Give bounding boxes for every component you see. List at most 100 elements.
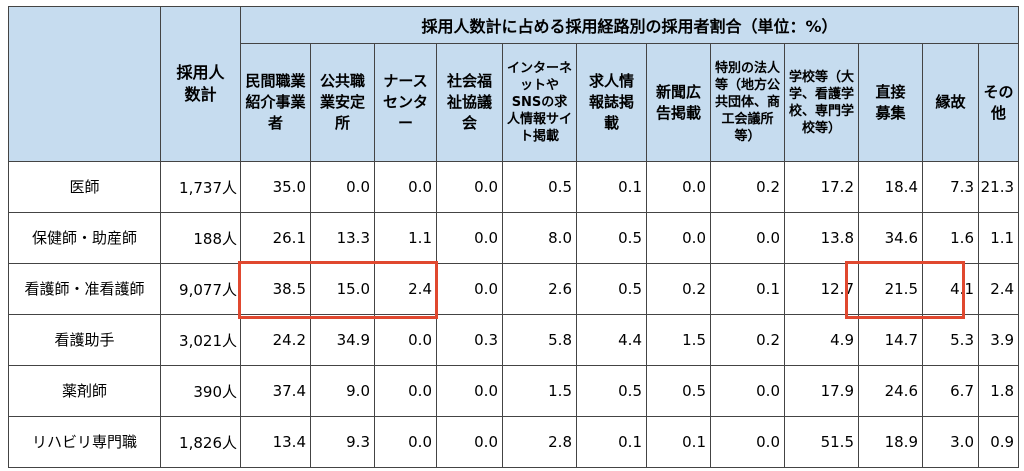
value-cell: 0.5 (646, 365, 711, 417)
value-cell: 7.3 (922, 161, 979, 213)
value-cell: 24.6 (858, 365, 923, 417)
value-cell: 1.1 (374, 212, 437, 264)
channel-header: 直接募集 (858, 43, 923, 162)
table-row: 薬剤師 390人 37.4 9.0 0.0 0.0 1.5 0.5 0.5 0.… (8, 365, 1020, 417)
value-cell: 26.1 (240, 212, 311, 264)
value-cell: 0.0 (646, 212, 711, 264)
value-cell: 5.8 (502, 314, 577, 366)
value-cell: 21.3 (977, 161, 1020, 213)
channel-header: 学校等（大学、看護学校、専門学校等） (784, 43, 859, 162)
value-cell: 24.2 (240, 314, 311, 366)
occupation-cell: 看護助手 (8, 314, 161, 366)
value-cell: 1.8 (977, 365, 1020, 417)
channel-header: ナースセンター (374, 43, 437, 162)
value-cell: 0.0 (374, 314, 437, 366)
value-cell: 12.7 (784, 263, 859, 315)
value-cell: 1.5 (646, 314, 711, 366)
value-cell: 0.5 (576, 212, 647, 264)
hires-cell: 1,826人 (160, 416, 241, 468)
value-cell: 34.6 (858, 212, 923, 264)
value-cell: 0.0 (646, 161, 711, 213)
value-cell: 4.4 (576, 314, 647, 366)
value-cell: 0.1 (576, 416, 647, 468)
value-cell: 4.9 (784, 314, 859, 366)
value-cell: 0.3 (436, 314, 503, 366)
hires-cell: 1,737人 (160, 161, 241, 213)
value-cell: 13.8 (784, 212, 859, 264)
value-cell: 3.0 (922, 416, 979, 468)
value-cell: 0.0 (374, 161, 437, 213)
recruitment-table: 採用人数計 採用人数計に占める採用経路別の採用者割合（単位：%） 民間職業紹介事… (8, 6, 1020, 468)
value-cell: 3.9 (977, 314, 1020, 366)
occupation-cell: 薬剤師 (8, 365, 161, 417)
value-cell: 0.2 (646, 263, 711, 315)
hires-cell: 9,077人 (160, 263, 241, 315)
channel-header: 求人情報誌掲載 (576, 43, 647, 162)
value-cell: 0.0 (374, 365, 437, 417)
value-cell: 6.7 (922, 365, 979, 417)
value-cell: 14.7 (858, 314, 923, 366)
corner-cell (8, 6, 161, 162)
value-cell: 15.0 (310, 263, 375, 315)
occupation-cell: リハビリ専門職 (8, 416, 161, 468)
value-cell: 2.4 (977, 263, 1020, 315)
table-row: 医師 1,737人 35.0 0.0 0.0 0.0 0.5 0.1 0.0 0… (8, 161, 1020, 213)
value-cell: 17.9 (784, 365, 859, 417)
table-row: リハビリ専門職 1,826人 13.4 9.3 0.0 0.0 2.8 0.1 … (8, 416, 1020, 468)
value-cell: 0.2 (710, 161, 785, 213)
value-cell: 0.0 (710, 212, 785, 264)
value-cell: 13.4 (240, 416, 311, 468)
value-cell: 0.0 (436, 365, 503, 417)
value-cell: 38.5 (240, 263, 311, 315)
value-cell: 51.5 (784, 416, 859, 468)
channel-header: その他 (977, 43, 1020, 162)
value-cell: 0.5 (576, 263, 647, 315)
occupation-cell: 保健師・助産師 (8, 212, 161, 264)
value-cell: 4.1 (922, 263, 979, 315)
occupation-cell: 医師 (8, 161, 161, 213)
channel-header: 公共職業安定所 (310, 43, 375, 162)
value-cell: 0.0 (436, 263, 503, 315)
value-cell: 2.6 (502, 263, 577, 315)
value-cell: 1.5 (502, 365, 577, 417)
value-cell: 0.0 (436, 212, 503, 264)
value-cell: 0.1 (646, 416, 711, 468)
value-cell: 0.0 (710, 365, 785, 417)
value-cell: 0.0 (374, 416, 437, 468)
value-cell: 2.4 (374, 263, 437, 315)
table-row: 保健師・助産師 188人 26.1 13.3 1.1 0.0 8.0 0.5 0… (8, 212, 1020, 264)
value-cell: 9.0 (310, 365, 375, 417)
value-cell: 0.2 (710, 314, 785, 366)
value-cell: 2.8 (502, 416, 577, 468)
hires-total-header: 採用人数計 (160, 6, 241, 162)
value-cell: 8.0 (502, 212, 577, 264)
value-cell: 0.0 (436, 416, 503, 468)
value-cell: 18.4 (858, 161, 923, 213)
channel-header: 縁故 (922, 43, 979, 162)
hires-cell: 188人 (160, 212, 241, 264)
value-cell: 0.0 (310, 161, 375, 213)
table-row: 看護助手 3,021人 24.2 34.9 0.0 0.3 5.8 4.4 1.… (8, 314, 1020, 366)
hires-cell: 390人 (160, 365, 241, 417)
value-cell: 13.3 (310, 212, 375, 264)
table-row: 看護師・准看護師 9,077人 38.5 15.0 2.4 0.0 2.6 0.… (8, 263, 1020, 315)
value-cell: 37.4 (240, 365, 311, 417)
value-cell: 17.2 (784, 161, 859, 213)
channel-header: 特別の法人等（地方公共団体、商工会議所等） (710, 43, 785, 162)
channel-group-header: 採用人数計に占める採用経路別の採用者割合（単位：%） (239, 6, 1020, 44)
value-cell: 34.9 (310, 314, 375, 366)
channel-header: 社会福祉協議会 (436, 43, 503, 162)
value-cell: 0.9 (977, 416, 1020, 468)
value-cell: 21.5 (858, 263, 923, 315)
value-cell: 5.3 (922, 314, 979, 366)
value-cell: 0.0 (710, 416, 785, 468)
value-cell: 0.1 (576, 161, 647, 213)
value-cell: 0.5 (502, 161, 577, 213)
value-cell: 1.6 (922, 212, 979, 264)
channel-header: インターネットやSNSの求人情報サイト掲載 (502, 43, 577, 162)
channel-header: 民間職業紹介事業者 (240, 43, 311, 162)
value-cell: 1.1 (977, 212, 1020, 264)
value-cell: 18.9 (858, 416, 923, 468)
channel-header: 新聞広告掲載 (646, 43, 711, 162)
value-cell: 9.3 (310, 416, 375, 468)
